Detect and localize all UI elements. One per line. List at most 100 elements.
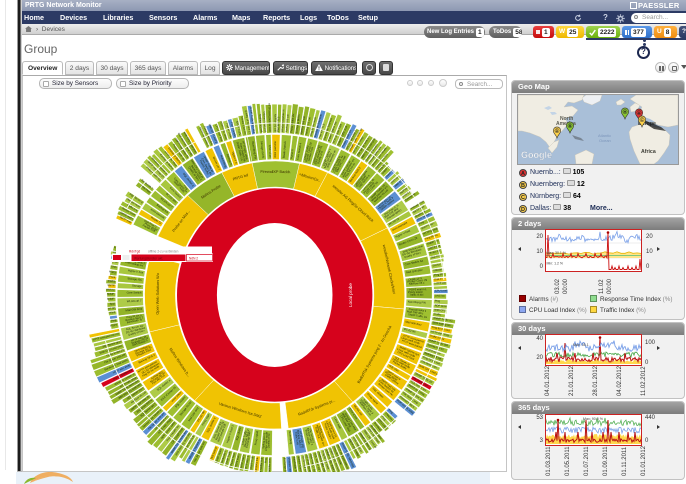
svg-text:SNMP Traffi: SNMP Traffi — [224, 451, 232, 466]
svg-text:Max: 90.5 %: Max: 90.5 % — [583, 417, 604, 421]
svg-text:VMware: VMware — [433, 267, 444, 272]
svg-text:SQL clus: SQL clus — [388, 364, 400, 373]
svg-text:POP3: POP3 — [110, 322, 118, 327]
svg-text:Traffic: Traffic — [434, 312, 442, 317]
svg-text:Port 443 TLS: Port 443 TLS — [318, 123, 326, 139]
svg-text:WLAN ctrl: WLAN ctrl — [353, 404, 364, 417]
svg-text:Syslog recv 5: Syslog recv 5 — [261, 432, 266, 448]
svg-text:Quality of Service 12: Quality of Service 12 — [244, 110, 252, 135]
svg-text:A: A — [638, 111, 641, 115]
svg-text:POP3: POP3 — [109, 270, 117, 275]
svg-text:Backup NA: Backup NA — [156, 203, 170, 214]
svg-text:Sensor Core: Sensor Core — [307, 146, 315, 162]
svg-text:Traffic In kb: Traffic In kb — [294, 431, 300, 445]
svg-text:WMI CPU: WMI CPU — [434, 308, 446, 313]
svg-text:Ping: Ping — [418, 220, 425, 226]
svg-text:ESX vCenter 01: ESX vCenter 01 — [313, 144, 323, 164]
svg-text:DNS lookup srv: DNS lookup srv — [433, 320, 452, 327]
svg-text:www paessler srv: www paessler srv — [315, 424, 326, 446]
svg-text:SMTP mail r: SMTP mail r — [420, 221, 435, 230]
svg-text:Quality of S: Quality of S — [316, 150, 324, 164]
svg-text:Proxy squid: Proxy squid — [384, 370, 399, 382]
svg-text:SQL Server qry: SQL Server qry — [125, 323, 144, 331]
svg-text:SNMP Traffic 1G: SNMP Traffic 1G — [408, 312, 428, 319]
svg-text:HTTP www.paessl: HTTP www.paessl — [403, 333, 425, 343]
svg-text:Bandwidth To: Bandwidth To — [126, 317, 143, 324]
svg-text:Mail GW dmz: Mail GW dmz — [405, 320, 423, 327]
svg-text:DNS lookup s: DNS lookup s — [134, 343, 151, 353]
svg-text:SNMP Uptime s: SNMP Uptime s — [321, 147, 332, 166]
svg-text:DNS lookup sr: DNS lookup sr — [352, 436, 364, 453]
svg-text:Pack: Pack — [109, 275, 116, 280]
svg-text:Ping 50: Ping 50 — [377, 162, 386, 172]
svg-text:Blade chassis: Blade chassis — [282, 140, 287, 158]
svg-text:Proxy squid: Proxy squid — [408, 290, 423, 294]
svg-text:SNMP Uptime sys: SNMP Uptime sys — [327, 120, 338, 142]
svg-text:Bandwidth Total kbit: Bandwidth Total kbit — [322, 117, 333, 140]
svg-text:Firewall WAN link: Firewall WAN link — [253, 456, 259, 477]
svg-text:Packet Sniff: Packet Sniff — [142, 223, 156, 233]
svg-text:Bandwidth T: Bandwidth T — [219, 449, 227, 464]
svg-text:SNMP Traffic: SNMP Traffic — [235, 120, 242, 136]
svg-text:Proxy squid: Proxy squid — [253, 430, 259, 445]
svg-text:CPU Load: CPU Load — [377, 418, 388, 430]
svg-text:ESX vCen: ESX vCen — [348, 407, 359, 420]
svg-text:Port 443 TLS: Port 443 TLS — [184, 434, 195, 449]
svg-text:Atlantic: Atlantic — [598, 133, 611, 138]
svg-text:Syslog rec: Syslog rec — [404, 191, 417, 202]
svg-text:SNMP U: SNMP U — [384, 169, 394, 179]
svg-text:POP3 m: POP3 m — [402, 189, 412, 198]
svg-text:Bandwidth Total k: Bandwidth Total k — [292, 457, 298, 477]
svg-text:SQL Server qry t: SQL Server qry t — [102, 339, 122, 348]
svg-text:Probe Health i: Probe Health i — [323, 423, 333, 440]
svg-text:Mail GW dmz: Mail GW dmz — [125, 307, 142, 313]
svg-text:Hyper-V host: Hyper-V host — [395, 228, 411, 238]
svg-text:Wind: Wind — [109, 310, 116, 315]
svg-text:SQL Server qr: SQL Server qr — [394, 355, 411, 366]
svg-text:WLAN ctrl 7: WLAN ctrl 7 — [212, 156, 222, 171]
svg-text:SMTP mail: SMTP mail — [412, 204, 425, 214]
svg-text:Core Switch 4: Core Switch 4 — [296, 142, 303, 160]
svg-text:HTTP Adv. s: HTTP Adv. s — [244, 455, 250, 470]
svg-text:SMTP mail r: SMTP mail r — [119, 210, 134, 220]
svg-text:HTTP Adv. sho: HTTP Adv. sho — [298, 431, 305, 449]
svg-text:Port 443 TLS: Port 443 TLS — [276, 116, 280, 132]
svg-text:VMware Host: VMware Host — [126, 197, 142, 209]
svg-text:Packet Sniffer Hdr: Packet Sniffer Hdr — [258, 457, 264, 477]
svg-text:HTTP ww: HTTP ww — [435, 280, 447, 285]
svg-text:Storage iSCSI: Storage iSCSI — [134, 345, 152, 356]
svg-text:DNS loo: DNS loo — [390, 174, 400, 184]
svg-text:D: D — [556, 129, 559, 133]
svg-text:Mail GW dmz: Mail GW dmz — [406, 268, 424, 275]
svg-text:SMTP mail r: SMTP mail r — [239, 455, 246, 470]
svg-text:Mail GW dmz: Mail GW dmz — [407, 309, 424, 315]
svg-text:SMTP mail re: SMTP mail re — [331, 155, 342, 171]
svg-text:Syslog recv: Syslog recv — [150, 369, 164, 380]
svg-text:SNMP Tra: SNMP Tra — [426, 238, 439, 246]
svg-text:Router Cisco 29: Router Cisco 29 — [214, 421, 225, 441]
svg-text:SNMP Traff: SNMP Traff — [249, 456, 255, 470]
svg-text:VMware H: VMware H — [384, 411, 395, 423]
svg-text:Backup NAS 2: Backup NAS 2 — [243, 429, 250, 448]
svg-text:www paessler: www paessler — [273, 141, 277, 158]
svg-text:Quality of: Quality of — [414, 209, 426, 218]
svg-text:Min: 1.2 %: Min: 1.2 % — [547, 262, 564, 266]
svg-text:Backup NAS 2: Backup NAS 2 — [138, 353, 156, 365]
svg-text:Nuernberg FW: Nuernberg FW — [408, 300, 427, 305]
svg-text:VMware Hos: VMware Hos — [410, 199, 425, 211]
svg-text:www paes: www paes — [171, 391, 182, 403]
svg-text:File Server s: File Server s — [308, 428, 316, 444]
svg-text:VMware Host perf: VMware Host perf — [262, 111, 267, 132]
svg-text:Ping 50 ms: Ping 50 ms — [425, 232, 439, 240]
svg-text:Mail GW dmz: Mail GW dmz — [323, 151, 333, 168]
svg-text:Packet Sniffe: Packet Sniffe — [392, 359, 408, 370]
svg-text:Wartungsfenster akt.: Wartungsfenster akt. — [134, 257, 163, 261]
svg-text:SNMP Traffic: SNMP Traffic — [303, 144, 311, 160]
svg-text:DC-02 Wi: DC-02 Wi — [196, 410, 206, 423]
svg-text:Ping: Ping — [435, 299, 441, 303]
svg-text:SNMP Uptime sys: SNMP Uptime sys — [399, 345, 421, 357]
svg-text:RDP remo: RDP remo — [435, 303, 448, 308]
svg-text:Ping 50 ms node: Ping 50 ms node — [309, 116, 317, 136]
svg-text:Storage: Storage — [132, 283, 142, 288]
svg-text:File Server sm: File Server sm — [412, 376, 428, 388]
